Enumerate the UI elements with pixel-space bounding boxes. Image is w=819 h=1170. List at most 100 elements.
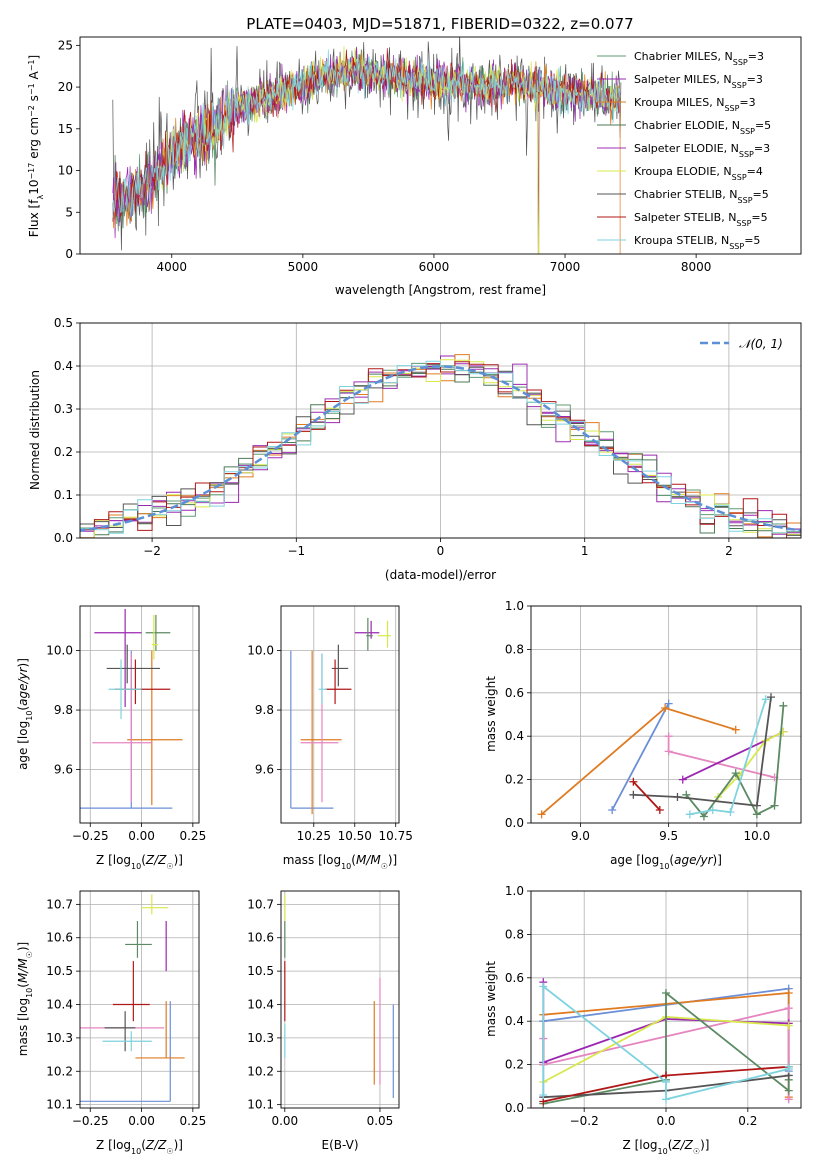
label-part: −1 bbox=[27, 83, 36, 95]
mass-weight-marker bbox=[664, 747, 673, 756]
y-tick-label: 9.8 bbox=[54, 703, 73, 717]
label-part: ] bbox=[27, 55, 41, 60]
y-tick-label: 0.4 bbox=[505, 729, 524, 743]
label-part: ☉ bbox=[381, 862, 388, 871]
y-tick-label: 10.1 bbox=[46, 1098, 73, 1112]
plot-area bbox=[80, 894, 185, 1102]
label-part: )] bbox=[16, 658, 30, 667]
label-part: Chabrier MILES, N bbox=[634, 50, 733, 63]
legend-entry: Chabrier STELIB, NSSP=5 bbox=[634, 188, 769, 205]
x-tick-label: −0.25 bbox=[72, 829, 109, 843]
mass-weight-marker bbox=[662, 988, 670, 997]
label-part: SSP bbox=[732, 81, 747, 90]
legend-entry: Kroupa ELODIE, NSSP=4 bbox=[634, 165, 763, 182]
legend-entry: Chabrier ELODIE, NSSP=5 bbox=[634, 119, 771, 136]
label-part: )] bbox=[174, 1138, 183, 1152]
label-part: 10 bbox=[25, 988, 34, 998]
mass-weight-marker bbox=[731, 769, 740, 778]
y-axis-label: mass [log10(M/M☉)] bbox=[16, 942, 34, 1057]
label-part: SSP bbox=[733, 58, 748, 67]
x-tick-label: 5000 bbox=[288, 260, 319, 274]
label-part: )] bbox=[388, 853, 397, 867]
x-tick-label: 0.2 bbox=[738, 1114, 757, 1128]
x-tick-label: 0 bbox=[437, 544, 445, 558]
label-part: Z [log bbox=[96, 853, 131, 867]
label-part: )] bbox=[713, 853, 722, 867]
x-axis-label: wavelength [Angstrom, rest frame] bbox=[335, 283, 546, 297]
mass-weight-marker bbox=[662, 1095, 670, 1104]
y-tick-label: 5 bbox=[65, 205, 73, 219]
y-tick-label: 0.4 bbox=[505, 1014, 524, 1028]
panel-mass_vs_Z: −0.25 0.00 0.25 10.1 10.2 10.3 10.4 10.5 10.6 10.… bbox=[16, 890, 206, 1156]
x-tick-label: 10.50 bbox=[338, 829, 372, 843]
x-tick-label: 7000 bbox=[550, 260, 581, 274]
label-part: −1 bbox=[27, 59, 36, 71]
label-part: =5 bbox=[744, 234, 760, 247]
label-part: SSP bbox=[736, 219, 751, 228]
axes-frame bbox=[280, 605, 400, 824]
x-tick-label: −0.25 bbox=[72, 1114, 109, 1128]
y-tick-label: 15 bbox=[58, 122, 73, 136]
panel-age_vs_mass: 10.25 10.50 10.75 9.6 9.8 10.0 mass [log10(M/M… bbox=[247, 605, 413, 871]
mass-weight-line bbox=[689, 699, 767, 816]
y-tick-label: 0.4 bbox=[54, 359, 73, 373]
label-part: A bbox=[27, 70, 41, 83]
label-part: 10 bbox=[659, 862, 669, 871]
mass-weight-marker bbox=[664, 732, 673, 741]
axes-frame bbox=[280, 890, 400, 1109]
y-tick-label: 0.8 bbox=[505, 927, 524, 941]
label-part: 10 bbox=[131, 862, 141, 871]
legend-entry: Salpeter ELODIE, NSSP=3 bbox=[634, 142, 770, 159]
mass-weight-marker bbox=[699, 812, 708, 821]
mass-weight-marker bbox=[537, 810, 546, 819]
y-tick-label: 10.7 bbox=[247, 897, 274, 911]
label-part: age/yr bbox=[674, 853, 713, 867]
x-tick-label: 0.00 bbox=[128, 829, 155, 843]
label-part: s bbox=[27, 95, 41, 105]
x-tick-label: −0.2 bbox=[570, 1114, 599, 1128]
label-part: =3 bbox=[754, 142, 770, 155]
y-axis-label: mass weight bbox=[484, 961, 498, 1037]
x-axis-label: mass [log10(M/M☉)] bbox=[283, 853, 398, 871]
label-part: Z [log bbox=[96, 1138, 131, 1152]
label-part: ☉ bbox=[166, 1147, 173, 1156]
label-part: ( bbox=[351, 853, 356, 867]
y-tick-label: 0.2 bbox=[505, 773, 524, 787]
label-part: 10 bbox=[658, 1147, 668, 1156]
mass-weight-marker bbox=[784, 1095, 793, 1104]
y-axis-label: age [log10(age/yr)] bbox=[16, 658, 34, 770]
y-tick-label: 0.3 bbox=[54, 402, 73, 416]
legend-entry: Salpeter STELIB, NSSP=5 bbox=[634, 211, 768, 228]
mass-weight-marker bbox=[761, 695, 770, 704]
histogram-step bbox=[80, 361, 801, 538]
y-tick-label: 0.6 bbox=[505, 686, 524, 700]
y-tick-label: 9.8 bbox=[255, 703, 274, 717]
label-part: Chabrier STELIB, N bbox=[634, 188, 738, 201]
label-part: SSP bbox=[724, 104, 739, 113]
label-part: =5 bbox=[751, 211, 767, 224]
mass-weight-marker bbox=[770, 801, 779, 810]
plot-area bbox=[537, 693, 788, 821]
y-tick-label: 10.2 bbox=[46, 1064, 73, 1078]
mass-weight-line bbox=[632, 781, 661, 811]
mass-weight-line bbox=[717, 731, 784, 798]
plot-area bbox=[80, 608, 183, 809]
mass-weight-marker bbox=[629, 790, 638, 799]
y-tick-label: 10.3 bbox=[247, 1031, 274, 1045]
x-tick-label: 4000 bbox=[156, 260, 187, 274]
plot-area bbox=[290, 617, 391, 815]
label-part: SSP bbox=[739, 150, 754, 159]
spectrum-line bbox=[112, 49, 621, 218]
y-tick-label: 10.2 bbox=[247, 1064, 274, 1078]
label-part: )] bbox=[174, 853, 183, 867]
label-part: λ bbox=[36, 195, 45, 200]
label-part: Z/Z bbox=[671, 1138, 693, 1152]
label-part: Chabrier ELODIE, N bbox=[634, 119, 740, 132]
normal-curve bbox=[80, 365, 801, 532]
label-part: Flux [f bbox=[27, 199, 41, 237]
mass-weight-marker bbox=[752, 810, 761, 819]
label-part: ( bbox=[16, 983, 30, 988]
label-part: ☉ bbox=[166, 862, 173, 871]
y-tick-label: 10.7 bbox=[46, 897, 73, 911]
